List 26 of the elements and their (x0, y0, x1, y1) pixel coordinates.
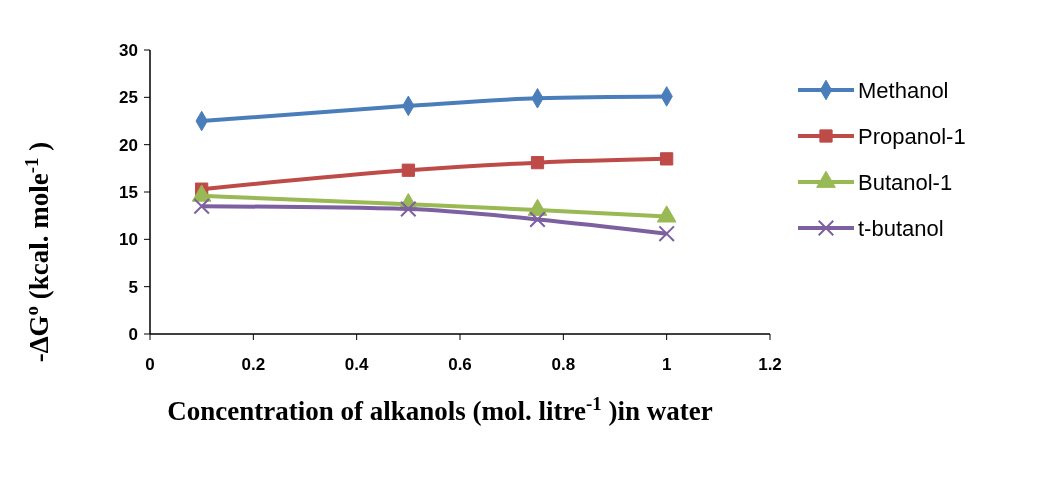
y-tick-label: 10 (119, 230, 138, 250)
y-tick-label: 30 (119, 40, 138, 60)
point (193, 197, 210, 215)
legend-label: Propanol-1 (858, 123, 966, 149)
point (400, 200, 417, 218)
legend-label: Methanol (858, 77, 949, 103)
point (658, 225, 675, 242)
x-tick-label: 1 (661, 355, 672, 374)
x-tick-label: 0.8 (551, 355, 576, 374)
y-tick-label: 0 (128, 324, 138, 344)
x-tick-label: 0 (145, 355, 155, 374)
x-tick-label: 0.4 (344, 355, 370, 374)
y-tick-label: 5 (128, 277, 138, 297)
y-tick-label: 20 (119, 135, 138, 155)
x-tick-label: 0.2 (241, 355, 266, 374)
y-tick-label: 25 (119, 88, 138, 108)
x-axis-title: Concentration of alkanols (mol. litre$^{-1}$ )in water (167, 392, 713, 426)
legend-label: t-butanol (858, 215, 944, 241)
legend-label: Butanol-1 (858, 169, 953, 195)
point (401, 163, 415, 177)
x-tick-label: 1.2 (758, 355, 782, 374)
x-tick-label: 0.6 (448, 355, 472, 374)
point (529, 211, 546, 228)
y-tick-label: 15 (119, 182, 138, 202)
point (530, 156, 545, 170)
point (660, 152, 674, 166)
